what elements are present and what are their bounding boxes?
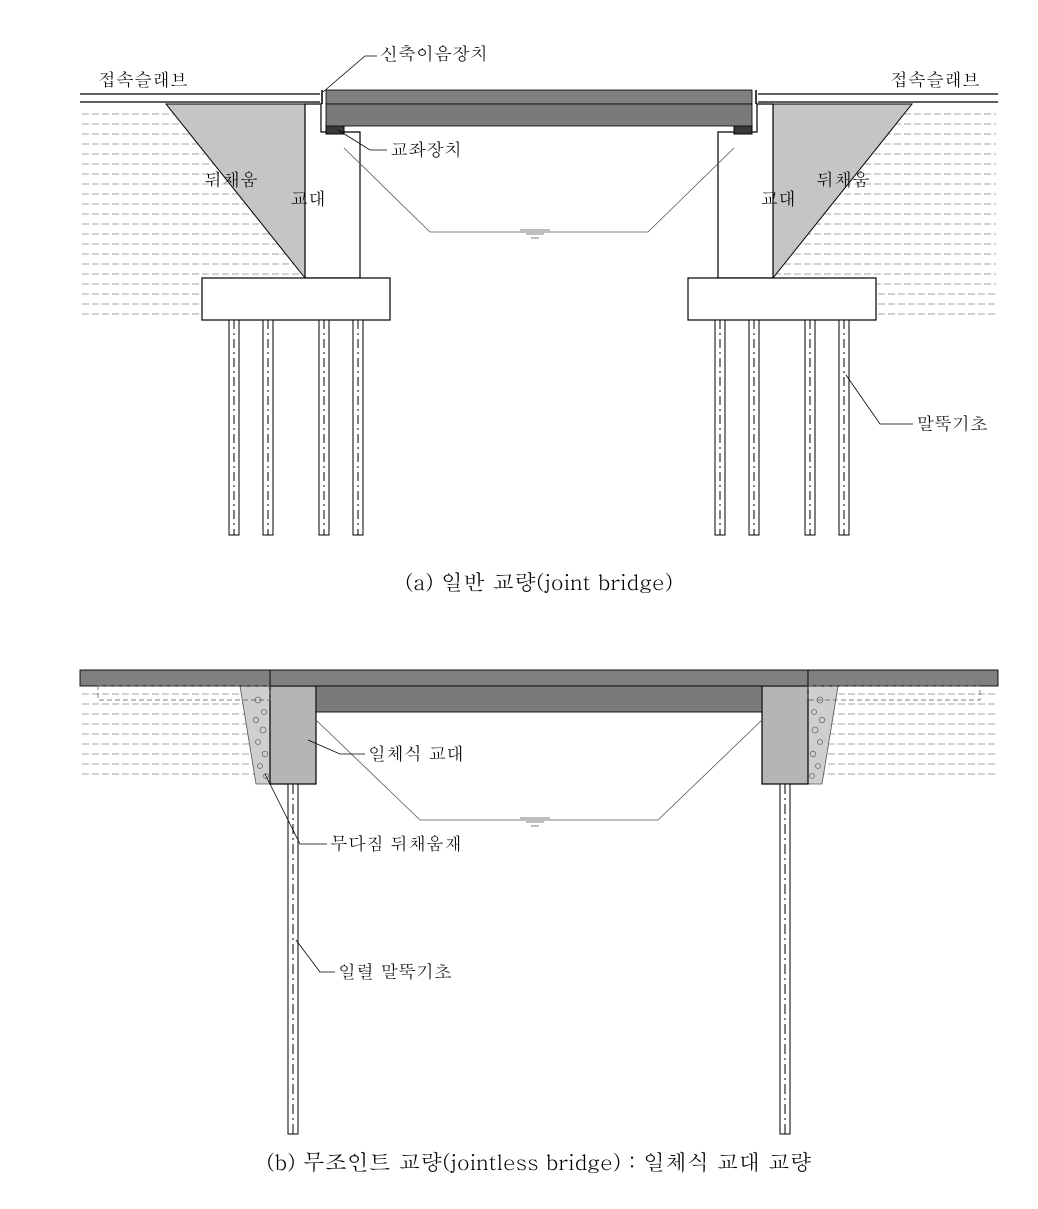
footing-left [202,278,390,320]
integral-abutment-label: 일체식 교대 [368,741,464,766]
expansion-joint-label: 신축이음장치 [380,41,488,66]
deck-slab-b [270,670,808,686]
ground-line-b [316,720,762,826]
gravel-backfill-right [808,686,838,784]
soil-hatch-right-b [808,694,996,774]
gravel-backfill-left [240,686,270,784]
abutment-r-label: 교대 [760,186,796,211]
footing-right [688,278,876,320]
single-pile-right [780,784,790,1134]
bearing-label: 교좌장치 [390,137,462,162]
abutment-l-label: 교대 [290,186,326,211]
figure-b-caption: (b) 무조인트 교량(jointless bridge) : 일체식 교대 교… [266,1146,811,1177]
approach-slab-r-label: 접속슬래브 [890,67,980,92]
single-row-pile-label: 일렬 말뚝기초 [338,959,452,984]
figure-a-caption: (a) 일반 교량(joint bridge) [405,566,673,597]
backfill-l-label: 뒤채움 [204,167,258,192]
piles-left-group [229,320,363,535]
approach-b-right [808,670,998,686]
diagram-root: 접속슬래브 접속슬래브 신축이음장치 교좌장치 교대 교대 뒤채움 뒤채움 말뚝… [20,20,1038,1189]
backfill-material-label: 무다짐 뒤채움재 [330,831,462,856]
piles-right-group [715,320,849,535]
figure-a-group: 접속슬래브 접속슬래브 신축이음장치 교좌장치 교대 교대 뒤채움 뒤채움 말뚝… [80,41,998,597]
figure-b-group: 일체식 교대 무다짐 뒤채움재 일렬 말뚝기초 (b) 무조인트 교량(join… [80,670,998,1177]
integral-abutment-left [270,686,316,784]
soil-hatch-left-b [82,694,270,774]
approach-slab-l-label: 접속슬래브 [98,67,188,92]
backfill-r-label: 뒤채움 [816,167,870,192]
approach-b-left [80,670,270,686]
girder-b [316,686,762,712]
girder [326,104,752,126]
pile-foundation-label: 말뚝기초 [916,411,988,436]
deck-slab [326,90,752,104]
integral-abutment-right [762,686,808,784]
